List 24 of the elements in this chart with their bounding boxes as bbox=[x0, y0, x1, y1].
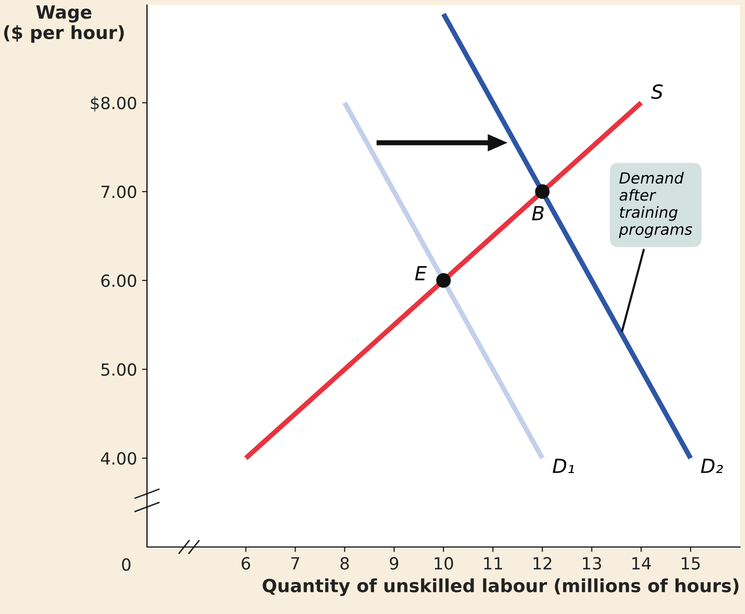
y-tick-label: 4.00 bbox=[100, 452, 136, 465]
y-tick-label: $8.00 bbox=[90, 96, 136, 112]
x-tick-label: 13 bbox=[582, 557, 602, 570]
x-tick-label: 15 bbox=[682, 557, 700, 570]
x-tick-label: 10 bbox=[434, 557, 453, 570]
y-tick-label: 5.00 bbox=[101, 363, 136, 376]
y-tick-label: 7.00 bbox=[102, 186, 136, 198]
series-label: S bbox=[651, 84, 663, 99]
y-axis-title: Wage ($ per hour) bbox=[4, 5, 124, 43]
x-tick-label: 8 bbox=[340, 557, 349, 570]
annotation: E bbox=[415, 266, 427, 280]
x-tick-label: 14 bbox=[632, 557, 651, 570]
x-axis-title: Quantity of unskilled labour (millions of hours) bbox=[262, 578, 738, 596]
x-tick-label: 7 bbox=[291, 557, 300, 570]
x-tick-label: 12 bbox=[534, 557, 552, 570]
annotation: Demand after training programs bbox=[618, 172, 692, 238]
x-tick-label: 6 bbox=[242, 557, 250, 570]
x-tick-label: 11 bbox=[484, 557, 502, 570]
y-tick-label: 6.00 bbox=[101, 274, 136, 288]
series-label: D₁ bbox=[552, 458, 574, 473]
series-label: D₂ bbox=[700, 458, 723, 473]
annotation: B bbox=[532, 206, 544, 220]
text: 0 bbox=[122, 558, 130, 571]
x-tick-label: 9 bbox=[390, 557, 398, 570]
